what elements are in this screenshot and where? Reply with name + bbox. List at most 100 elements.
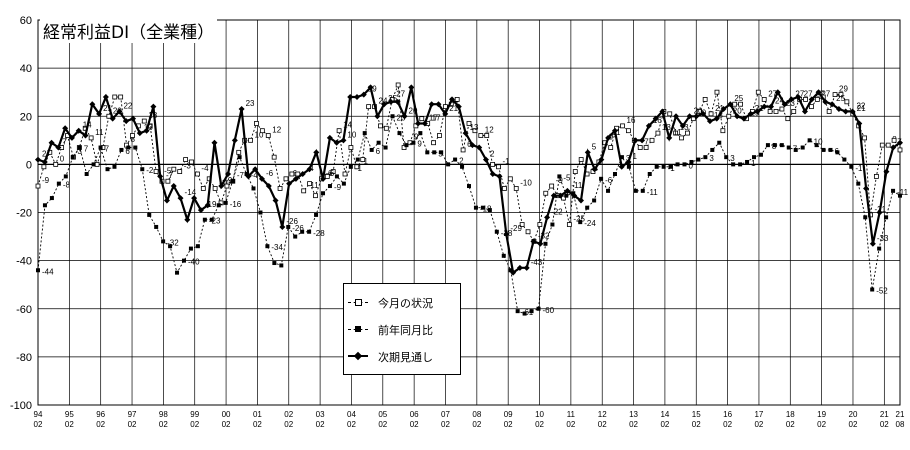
x-tick-month: 02 (128, 420, 137, 429)
data-point-current (862, 135, 867, 141)
data-point-yoy (383, 145, 388, 150)
data-point-yoy (891, 188, 896, 193)
data-point-current (271, 154, 277, 160)
data-point-yoy (675, 162, 680, 167)
data-point-current (378, 123, 383, 129)
data-point-yoy (286, 224, 291, 229)
data-point-yoy (91, 162, 96, 167)
data-point-outlook (476, 144, 483, 151)
data-point-yoy (522, 311, 527, 316)
x-tick-year: 01 (253, 410, 262, 419)
data-point-outlook (82, 132, 89, 139)
data-point-current (702, 97, 708, 102)
x-tick-month: 02 (849, 420, 858, 429)
data-point-current (189, 159, 194, 165)
data-point-outlook (876, 209, 883, 216)
data-point-yoy (453, 157, 458, 162)
x-tick-month: 08 (896, 420, 905, 429)
data-point-yoy (341, 181, 346, 186)
data-point-outlook (774, 89, 781, 96)
data-point-yoy (84, 172, 89, 176)
data-point-current (454, 97, 460, 102)
data-point-outlook (197, 207, 204, 214)
data-point-yoy (842, 157, 847, 162)
data-label: -10 (520, 178, 532, 187)
data-label: -28 (313, 229, 325, 238)
data-point-outlook (286, 180, 293, 187)
data-label: 27 (804, 89, 813, 98)
data-point-current (720, 128, 726, 134)
data-label: -44 (42, 267, 54, 276)
data-label: -33 (877, 234, 889, 243)
data-point-yoy (147, 212, 152, 217)
data-label: -6 (266, 169, 274, 178)
data-point-outlook (605, 134, 612, 141)
data-point-current (484, 133, 490, 138)
data-point-outlook (401, 113, 408, 120)
x-tick-year: 14 (660, 410, 669, 419)
x-tick-month: 02 (723, 420, 732, 429)
data-point-yoy (529, 309, 534, 314)
data-point-current (106, 113, 112, 119)
data-label: -26 (286, 217, 298, 226)
data-label: 3 (709, 154, 714, 163)
data-label: -1 (355, 164, 363, 173)
data-point-yoy (376, 140, 381, 145)
data-point-outlook (849, 108, 856, 115)
data-point-current (649, 137, 655, 143)
data-point-yoy (564, 193, 569, 198)
x-tick-year: 19 (817, 410, 826, 419)
data-point-outlook (856, 120, 863, 127)
data-point-outlook (75, 127, 82, 134)
data-point-yoy (154, 224, 159, 229)
data-point-current (141, 118, 147, 124)
x-tick-year: 05 (378, 410, 387, 419)
data-point-current (324, 174, 330, 179)
data-point-yoy (849, 164, 854, 169)
data-point-yoy (348, 164, 353, 169)
data-label: 16 (627, 116, 636, 125)
data-label: -9 (556, 176, 564, 185)
data-point-outlook (544, 214, 551, 221)
data-label: 20 (397, 113, 406, 122)
data-label: -5 (563, 173, 571, 182)
data-point-outlook (761, 103, 768, 110)
data-point-outlook (265, 183, 272, 190)
data-point-outlook (48, 139, 55, 146)
data-point-yoy (133, 145, 138, 150)
data-point-current (395, 82, 401, 88)
x-tick-year: 11 (567, 410, 576, 419)
data-point-yoy (314, 212, 319, 217)
data-point-outlook (435, 101, 442, 108)
data-point-current (35, 183, 41, 189)
data-label: -40 (188, 258, 200, 267)
x-tick-year: 09 (504, 410, 513, 419)
data-point-yoy (606, 188, 611, 193)
data-point-current (366, 104, 372, 110)
data-point-yoy (244, 172, 249, 176)
data-point-current (525, 229, 531, 235)
y-tick-label: -100 (10, 400, 32, 412)
data-point-outlook (150, 103, 157, 110)
data-point-outlook (700, 110, 707, 117)
x-tick-year: 12 (598, 410, 607, 419)
data-point-outlook (781, 101, 788, 108)
legend-label-yoy: 前年同月比 (378, 324, 433, 337)
data-point-outlook (163, 197, 170, 204)
data-point-outlook (659, 108, 666, 115)
data-point-outlook (611, 127, 618, 134)
data-point-yoy (828, 147, 833, 152)
data-point-yoy (870, 287, 875, 292)
data-point-yoy (640, 188, 645, 193)
data-point-yoy (578, 220, 583, 225)
data-point-current (200, 186, 206, 191)
data-point-current (696, 109, 702, 114)
data-point-current (112, 94, 118, 100)
data-point-yoy (800, 145, 805, 150)
x-tick-year: 21 (880, 410, 889, 419)
data-label: -60 (543, 306, 555, 315)
data-point-outlook (415, 120, 422, 127)
legend-label-current: 今月の状況 (378, 297, 433, 310)
data-point-outlook (754, 108, 761, 115)
data-label: 27 (816, 89, 825, 98)
